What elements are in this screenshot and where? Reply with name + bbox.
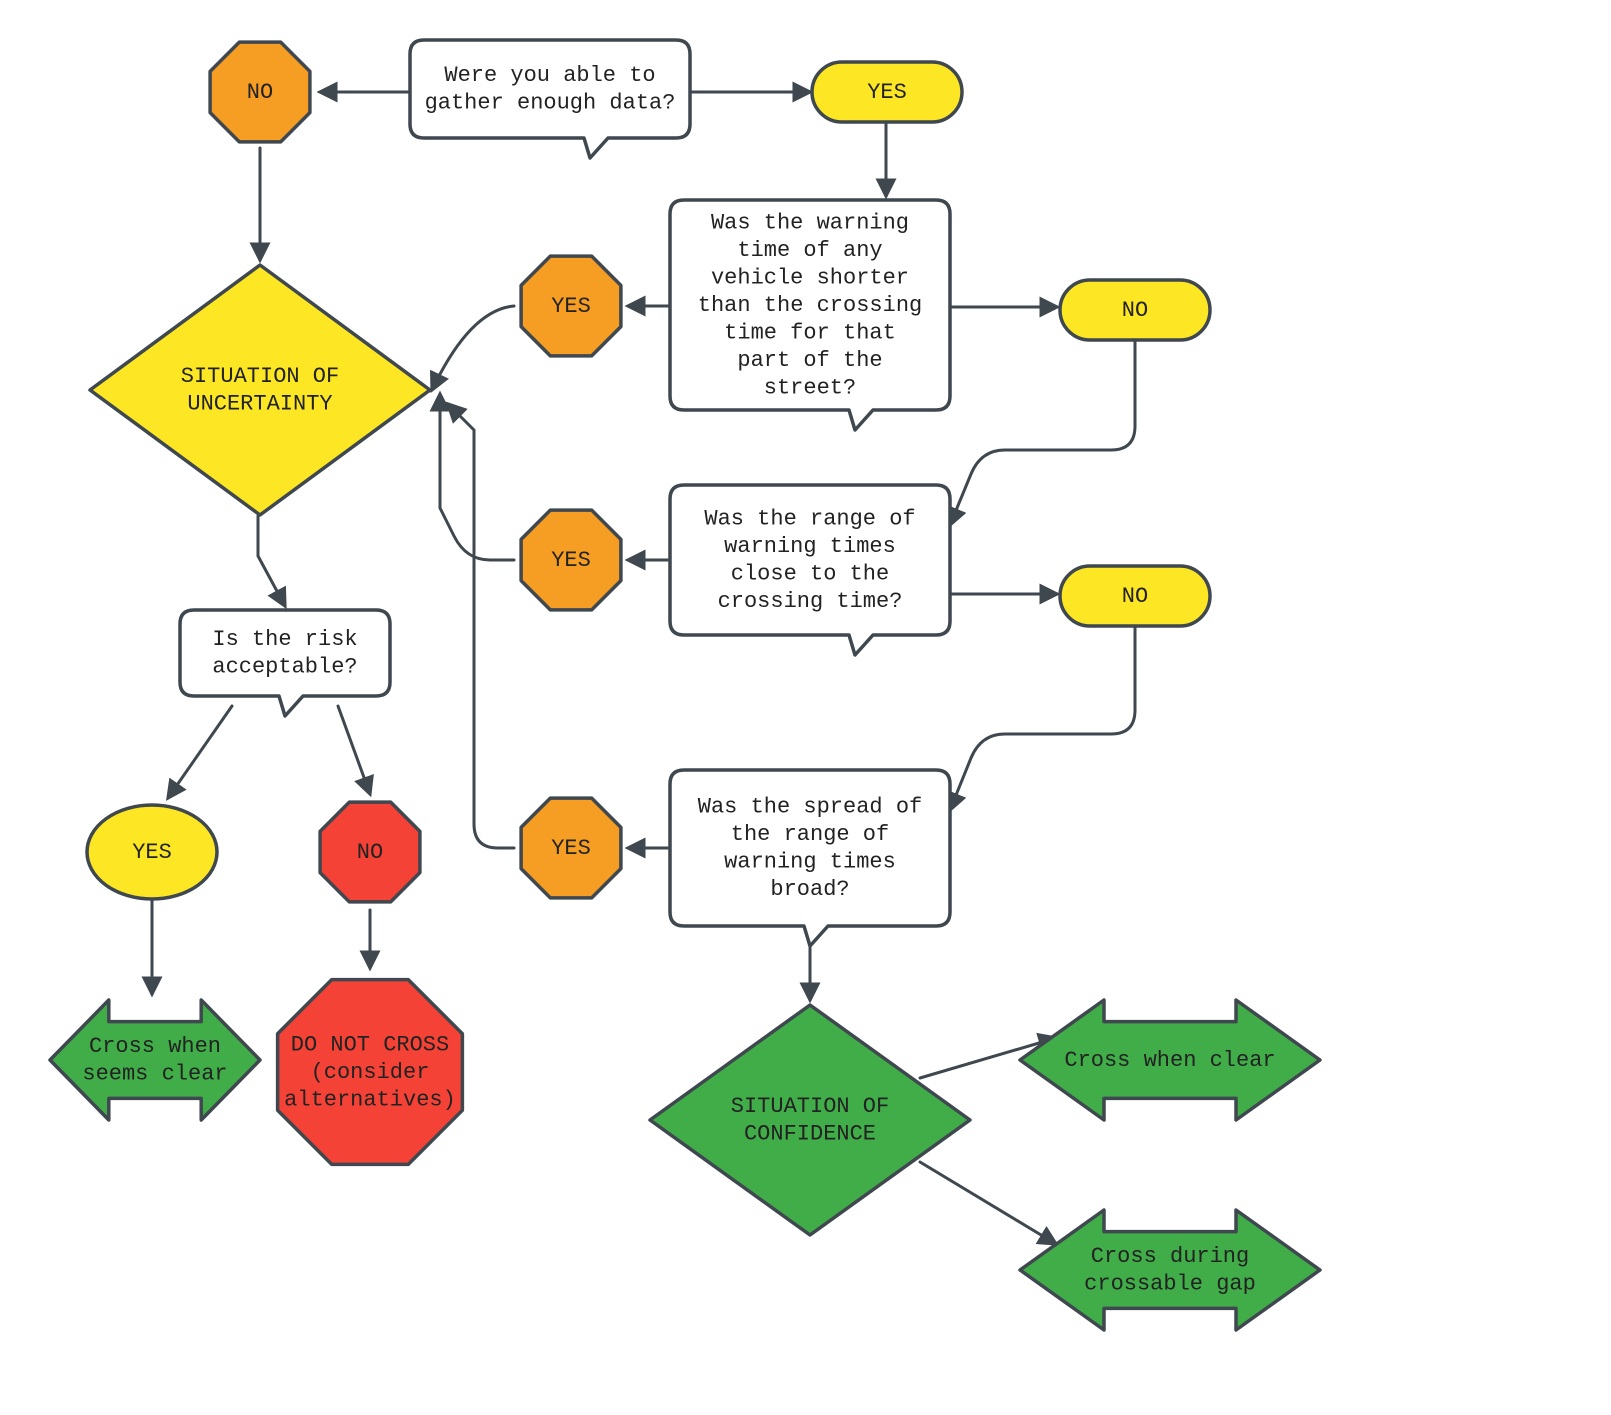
out_gap-label-line-1: crossable gap: [1084, 1272, 1256, 1297]
q_warning-label-line-1: time of any: [737, 238, 882, 263]
yes_warning-label-line-0: YES: [551, 294, 591, 319]
q_spread-label-line-1: the range of: [731, 822, 889, 847]
edge-15: [168, 706, 232, 798]
node-yes_warning: YES: [521, 256, 621, 356]
edge-21: [920, 1162, 1056, 1244]
node-no_gather: NO: [210, 42, 310, 142]
node-yes_risk: YES: [87, 805, 217, 899]
shape-confidence: [650, 1005, 970, 1235]
q_warning-label-line-3: than the crossing: [698, 293, 922, 318]
out_donot-label-line-2: alternatives): [284, 1087, 456, 1112]
q_gather-label-line-0: Were you able to: [444, 63, 655, 88]
confidence-label-line-1: CONFIDENCE: [744, 1122, 876, 1147]
shape-uncertainty: [90, 265, 430, 515]
shape-out_seems: [50, 1000, 260, 1120]
nodes-layer: Were you able to gather enough data? NO YES…: [50, 40, 1320, 1330]
node-no_risk: NO: [320, 802, 420, 902]
no_warning-label-line-0: NO: [1122, 298, 1148, 323]
yes_close-label-line-0: YES: [551, 548, 591, 573]
shape-out_gap: [1020, 1210, 1320, 1330]
node-uncertainty: SITUATION OF UNCERTAINTY: [90, 265, 430, 515]
uncertainty-label-line-1: UNCERTAINTY: [187, 392, 332, 417]
edge-16: [338, 706, 370, 794]
node-confidence: SITUATION OF CONFIDENCE: [650, 1005, 970, 1235]
edge-7: [950, 342, 1135, 525]
node-q_gather: Were you able to gather enough data?: [410, 40, 690, 158]
out_gap-label-line-0: Cross during: [1091, 1244, 1249, 1269]
q_spread-label-line-2: warning times: [724, 850, 896, 875]
q_risk-label-line-1: acceptable?: [212, 655, 357, 680]
yes_spread-label-line-0: YES: [551, 836, 591, 861]
uncertainty-label-line-0: SITUATION OF: [181, 364, 339, 389]
q_warning-label-line-2: vehicle shorter: [711, 265, 909, 290]
node-no_close: NO: [1060, 566, 1210, 626]
edge-11: [950, 628, 1135, 810]
q_warning-label-line-0: Was the warning: [711, 210, 909, 235]
out_seems-label-line-1: seems clear: [82, 1062, 227, 1087]
out_donot-label-line-0: DO NOT CROSS: [291, 1032, 449, 1057]
yes_risk-label-line-0: YES: [132, 840, 172, 865]
node-q_close: Was the range ofwarning times close to th…: [670, 485, 950, 655]
q_spread-label-line-0: Was the spread of: [698, 795, 922, 820]
q_close-label-line-0: Was the range of: [704, 507, 915, 532]
q_close-label-line-2: close to the: [731, 562, 889, 587]
q_spread-label-line-3: broad?: [770, 877, 849, 902]
no_close-label-line-0: NO: [1122, 584, 1148, 609]
q_warning-label-line-6: street?: [764, 375, 856, 400]
node-q_risk: Is the risk acceptable?: [180, 610, 390, 716]
no_gather-label-line-0: NO: [247, 80, 273, 105]
q_close-label-line-1: warning times: [724, 534, 896, 559]
node-yes_spread: YES: [521, 798, 621, 898]
node-yes_gather: YES: [812, 62, 962, 122]
node-out_gap: Cross during crossable gap: [1020, 1210, 1320, 1330]
edge-10: [440, 394, 514, 560]
edge-13: [448, 404, 514, 848]
q_warning-label-line-5: part of the: [737, 348, 882, 373]
q_close-label-line-3: crossing time?: [718, 589, 903, 614]
out_seems-label-line-0: Cross when: [89, 1034, 221, 1059]
node-yes_close: YES: [521, 510, 621, 610]
confidence-label-line-0: SITUATION OF: [731, 1094, 889, 1119]
node-no_warning: NO: [1060, 280, 1210, 340]
node-out_donot: DO NOT CROSS (consideralternatives): [278, 980, 463, 1165]
out_clear-label-line-0: Cross when clear: [1064, 1048, 1275, 1073]
node-q_warning: Was the warning time of anyvehicle shorte…: [670, 200, 950, 430]
node-out_clear: Cross when clear: [1020, 1000, 1320, 1120]
q_warning-label-line-4: time for that: [724, 320, 896, 345]
yes_gather-label-line-0: YES: [867, 80, 907, 105]
node-out_seems: Cross when seems clear: [50, 1000, 260, 1120]
no_risk-label-line-0: NO: [357, 840, 383, 865]
out_donot-label-line-1: (consider: [311, 1060, 430, 1085]
node-q_spread: Was the spread ofthe range of warning tim…: [670, 770, 950, 946]
edge-6: [432, 306, 514, 390]
q_risk-label-line-0: Is the risk: [212, 627, 357, 652]
q_gather-label-line-1: gather enough data?: [425, 91, 676, 116]
edge-14: [258, 516, 285, 606]
